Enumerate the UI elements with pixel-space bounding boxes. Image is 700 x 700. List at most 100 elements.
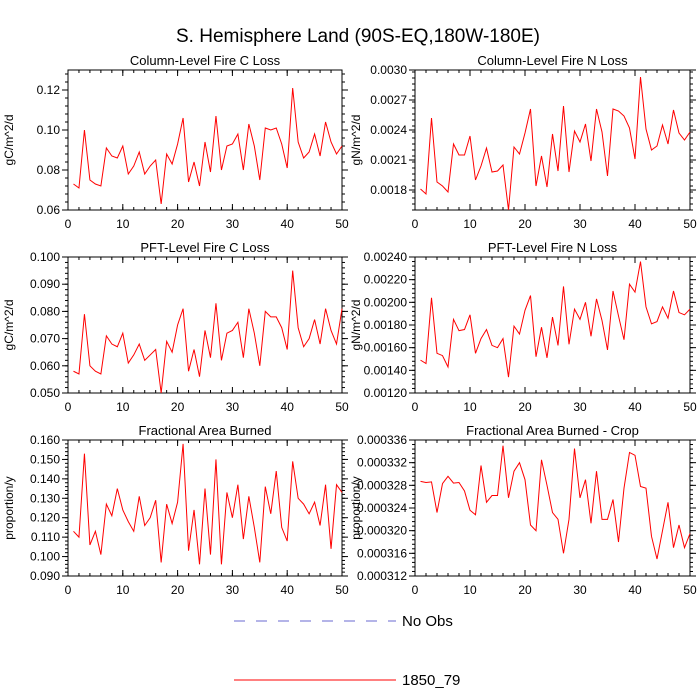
y-tick-label: 0.00160 <box>364 341 408 355</box>
y-tick-label: 0.10 <box>37 123 61 137</box>
x-tick-label: 0 <box>65 217 72 231</box>
panel-title: PFT-Level Fire N Loss <box>488 240 618 255</box>
y-tick-label: 0.160 <box>30 433 60 447</box>
x-tick-label: 0 <box>65 400 72 414</box>
x-tick-label: 20 <box>518 217 532 231</box>
series-line-1850-79 <box>73 270 343 394</box>
x-tick-label: 10 <box>463 217 477 231</box>
y-tick-label: 0.100 <box>30 250 60 264</box>
x-tick-label: 30 <box>573 217 587 231</box>
y-axis-label: proportion/y <box>2 476 16 539</box>
x-tick-label: 10 <box>463 400 477 414</box>
y-tick-label: 0.110 <box>31 530 60 544</box>
x-tick-label: 40 <box>281 400 295 414</box>
y-tick-label: 0.100 <box>30 550 60 564</box>
y-tick-label: 0.00240 <box>364 250 408 264</box>
panels: 0 10 20 30 40 50 0.06 0.08 0.10 0.12 Column-Level … <box>2 53 697 597</box>
y-tick-label: 0.000324 <box>357 501 407 515</box>
panel-title: Column-Level Fire N Loss <box>477 53 628 68</box>
y-tick-label: 0.0024 <box>370 123 407 137</box>
x-tick-label: 40 <box>281 583 295 597</box>
x-tick-label: 20 <box>171 583 185 597</box>
series-line-1850-79 <box>420 261 691 378</box>
x-tick-label: 10 <box>116 400 130 414</box>
y-axis-label: gN/m^2/d <box>349 300 363 351</box>
y-tick-label: 0.000328 <box>357 478 407 492</box>
panel-3: 0 10 20 30 40 50 0.050 0.060 0.070 0.080 0.090 0.10… <box>2 240 349 414</box>
y-tick-label: 0.050 <box>30 386 60 400</box>
y-tick-label: 0.06 <box>37 203 61 217</box>
y-tick-label: 0.000312 <box>357 569 407 583</box>
y-tick-label: 0.00120 <box>364 386 408 400</box>
y-tick-label: 0.12 <box>37 83 61 97</box>
y-tick-label: 0.0027 <box>370 93 407 107</box>
y-tick-label: 0.0018 <box>370 183 407 197</box>
legend-label-no-obs: No Obs <box>402 613 453 630</box>
x-tick-label: 30 <box>226 400 240 414</box>
panel-2: 0 10 20 30 40 50 0.0018 0.0021 0.0024 0.0027 0.003… <box>349 53 697 231</box>
plot-frame <box>414 69 691 211</box>
y-tick-label: 0.150 <box>30 452 60 466</box>
y-tick-label: 0.070 <box>30 332 60 346</box>
y-axis-label: proportion/y <box>349 476 363 539</box>
y-tick-label: 0.000316 <box>357 546 407 560</box>
y-tick-label: 0.130 <box>30 491 60 505</box>
x-tick-label: 0 <box>65 583 72 597</box>
series-line-1850-79 <box>420 76 691 211</box>
x-tick-label: 30 <box>573 400 587 414</box>
y-tick-label: 0.060 <box>30 359 60 373</box>
panel-title: Column-Level Fire C Loss <box>130 53 281 68</box>
x-tick-label: 0 <box>412 400 419 414</box>
x-tick-label: 40 <box>628 583 642 597</box>
x-tick-label: 10 <box>116 217 130 231</box>
x-tick-label: 20 <box>518 583 532 597</box>
x-tick-label: 30 <box>226 583 240 597</box>
x-tick-label: 40 <box>628 400 642 414</box>
x-tick-label: 30 <box>226 217 240 231</box>
y-tick-label: 0.080 <box>30 304 60 318</box>
x-tick-label: 50 <box>335 217 349 231</box>
x-tick-label: 0 <box>412 217 419 231</box>
plot-frame <box>67 256 343 394</box>
panel-title: Fractional Area Burned <box>139 423 272 438</box>
panel-title: Fractional Area Burned - Crop <box>466 423 639 438</box>
y-tick-label: 0.0030 <box>370 63 407 77</box>
plot-frame <box>67 439 343 577</box>
y-tick-label: 0.000332 <box>357 456 407 470</box>
y-axis-label: gC/m^2/d <box>2 300 16 351</box>
y-tick-label: 0.00180 <box>364 318 408 332</box>
panel-4: 0 10 20 30 40 50 0.00120 0.00140 0.00160 0.00180 0… <box>349 240 697 414</box>
y-tick-label: 0.00220 <box>364 273 408 287</box>
x-tick-label: 20 <box>171 400 185 414</box>
x-tick-label: 20 <box>171 217 185 231</box>
x-tick-label: 10 <box>116 583 130 597</box>
y-tick-label: 0.000320 <box>357 524 407 538</box>
y-tick-label: 0.000336 <box>357 433 407 447</box>
y-tick-label: 0.140 <box>30 472 60 486</box>
series-line-1850-79 <box>73 443 343 565</box>
panel-6: 0 10 20 30 40 50 0.000312 0.000316 0.000320 0.000… <box>349 423 697 597</box>
x-tick-label: 50 <box>683 400 697 414</box>
series-line-1850-79 <box>420 445 691 560</box>
x-tick-label: 0 <box>412 583 419 597</box>
y-tick-label: 0.08 <box>37 163 61 177</box>
x-tick-label: 50 <box>335 400 349 414</box>
x-tick-label: 40 <box>628 217 642 231</box>
y-axis-label: gN/m^2/d <box>349 115 363 166</box>
x-tick-label: 50 <box>335 583 349 597</box>
y-axis-label: gC/m^2/d <box>2 115 16 166</box>
panel-title: PFT-Level Fire C Loss <box>140 240 270 255</box>
y-tick-label: 0.120 <box>30 511 60 525</box>
x-tick-label: 40 <box>281 217 295 231</box>
y-tick-label: 0.00200 <box>364 295 408 309</box>
panel-1: 0 10 20 30 40 50 0.06 0.08 0.10 0.12 Column-Level … <box>2 53 349 231</box>
legend-label-1850-79: 1850_79 <box>402 672 460 689</box>
legend: No Obs 1850_79 <box>234 613 460 689</box>
y-tick-label: 0.00140 <box>364 363 408 377</box>
y-tick-label: 0.0021 <box>370 153 407 167</box>
plot-frame <box>67 69 343 211</box>
x-tick-label: 30 <box>573 583 587 597</box>
y-tick-label: 0.090 <box>30 569 60 583</box>
x-tick-label: 10 <box>463 583 477 597</box>
